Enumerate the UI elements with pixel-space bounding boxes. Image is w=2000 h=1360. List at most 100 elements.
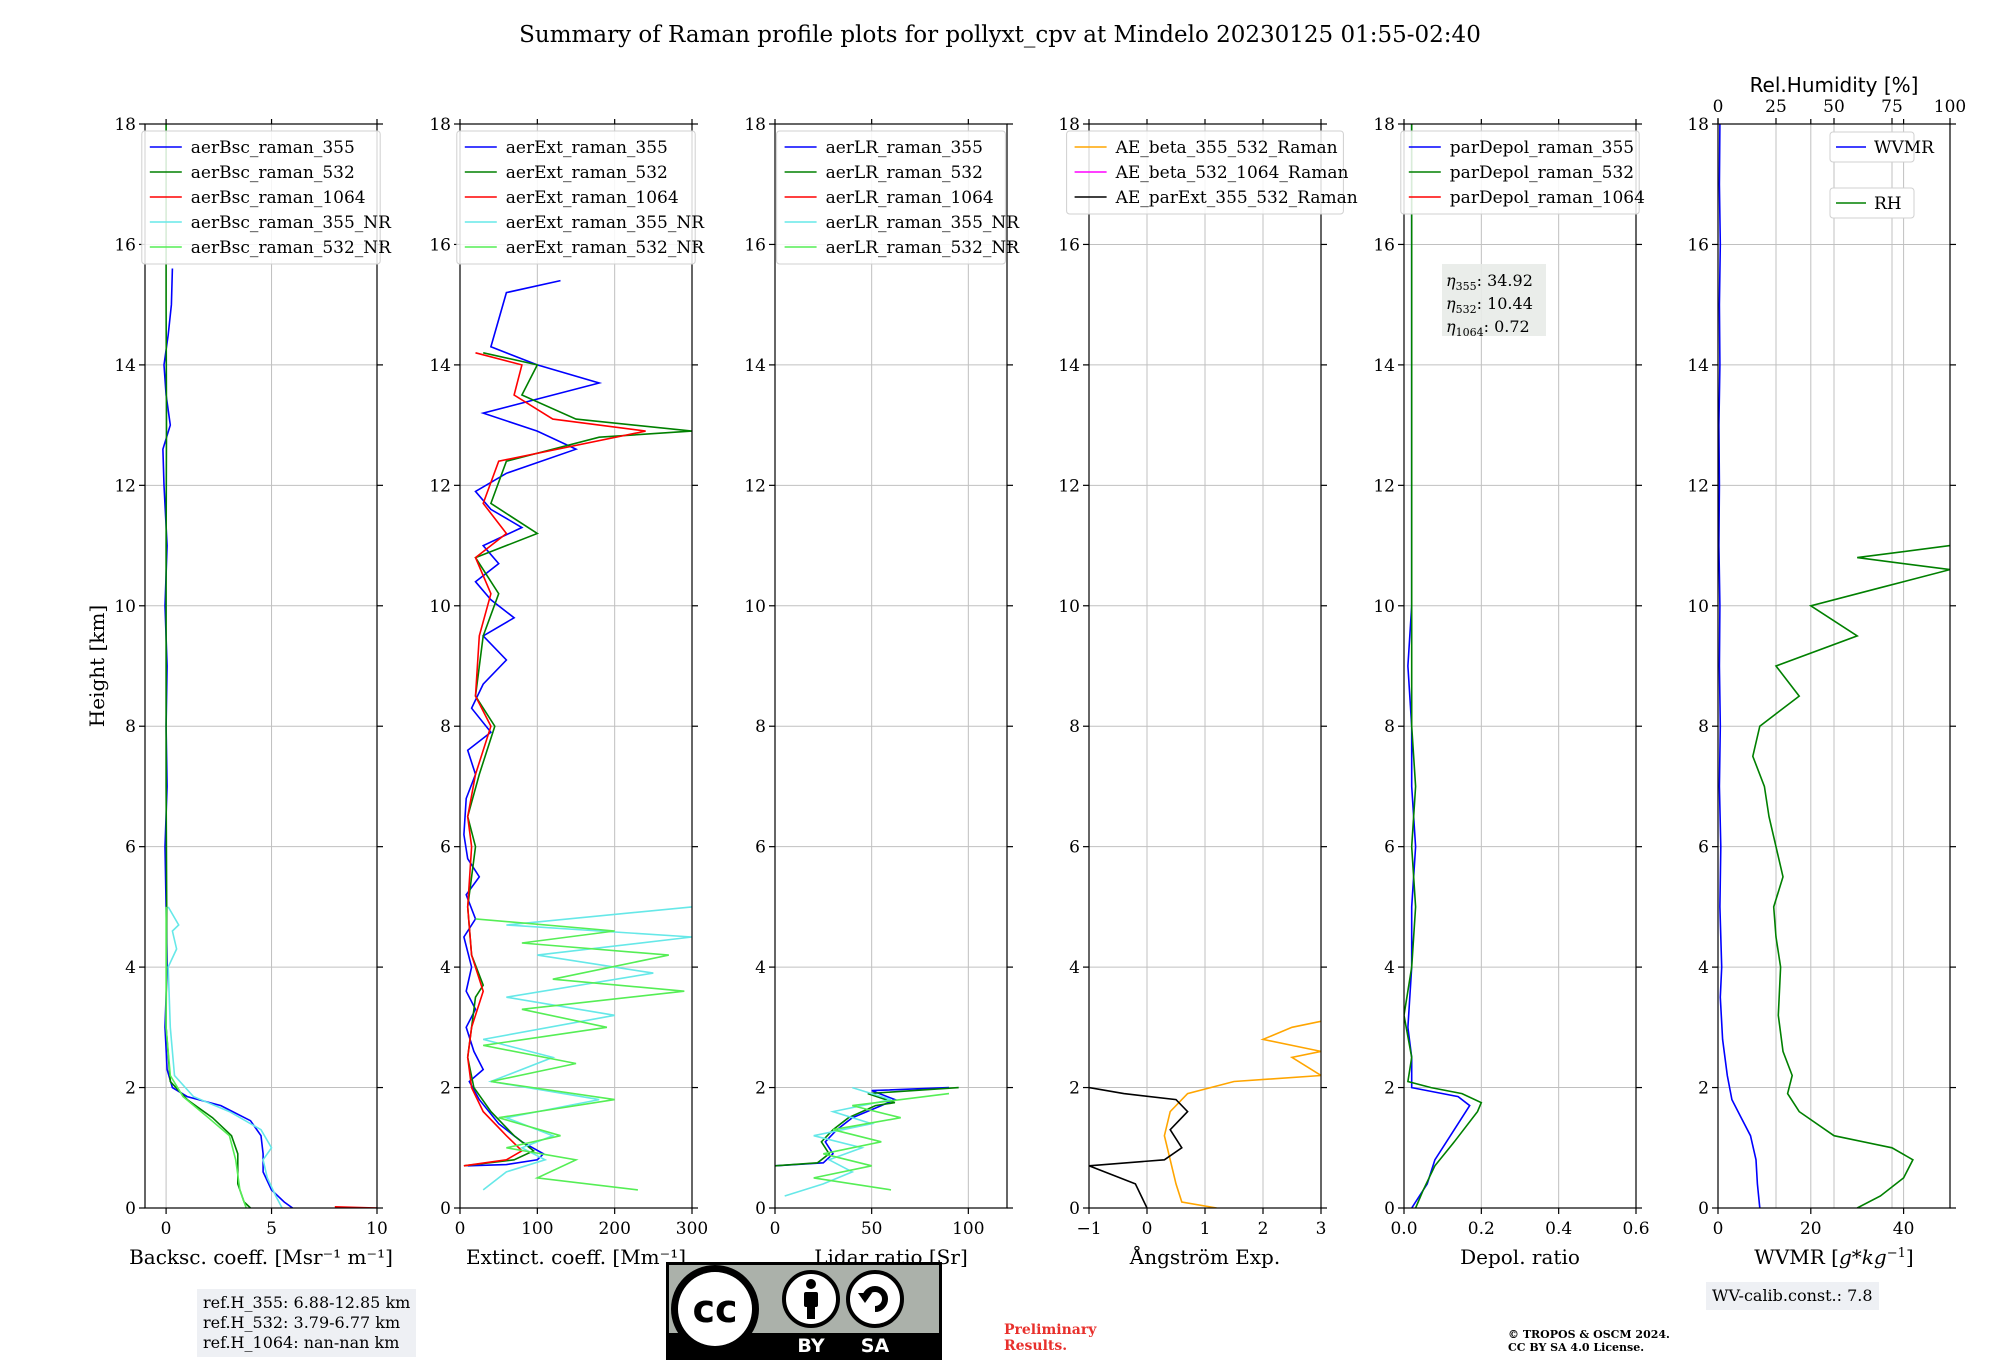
ref-height-355: ref.H_355: 6.88-12.85 km (203, 1293, 411, 1312)
x-tick-label: 300 (676, 1219, 708, 1239)
copyright-note: © TROPOS & OSCM 2024. CC BY SA 4.0 Licen… (1508, 1328, 1670, 1354)
sa-label: SA (861, 1335, 890, 1357)
x-tick-label: 100 (521, 1219, 553, 1239)
y-tick-label: 16 (1058, 235, 1080, 255)
y-tick-label: 2 (440, 1079, 451, 1099)
legend: aerLR_raman_355 aerLR_raman_532 aerLR_rama… (776, 130, 1021, 265)
reference-height-box: ref.H_355: 6.88-12.85 km ref.H_532: 3.79… (197, 1289, 417, 1357)
legend: AE_beta_355_532_Raman AE_beta_532_1064_Ra… (1066, 130, 1358, 215)
y-tick-label: 6 (1069, 838, 1080, 858)
x-axis-title: Depol. ratio (1460, 1245, 1580, 1269)
y-tick-label: 16 (114, 235, 136, 255)
y-tick-label: 14 (1058, 356, 1080, 376)
x-axis-title: WVMR [g*kg−1] (1754, 1245, 1913, 1269)
legend-label-aerLR_raman_355_NR: aerLR_raman_355_NR (826, 213, 1021, 233)
y-tick-label: 4 (1384, 958, 1395, 978)
legend-box (1400, 130, 1640, 215)
series-line-aerLR_raman_532_NR (813, 1092, 950, 1191)
eta-value: η355: 34.92 (1446, 271, 1533, 293)
y-tick-label: 10 (429, 597, 451, 617)
legend-label-AE_beta_355_532_Raman: AE_beta_355_532_Raman (1115, 138, 1338, 158)
y-tick-label: 12 (114, 476, 136, 496)
legend: parDepol_raman_355 parDepol_raman_532 parD… (1400, 130, 1645, 215)
legend-label-aerExt_raman_532: aerExt_raman_532 (506, 163, 668, 183)
x-tick-label: 0 (1713, 1219, 1724, 1239)
y-tick-label: 10 (1373, 597, 1395, 617)
y-tick-label: 14 (429, 356, 451, 376)
y-tick-label: 18 (429, 115, 451, 135)
y-tick-label: 8 (125, 717, 136, 737)
series-group (1404, 124, 1483, 1208)
legend-label-parDepol_raman_532: parDepol_raman_532 (1450, 163, 1634, 183)
y-tick-label: 2 (1069, 1079, 1080, 1099)
y-tick-label: 0 (125, 1199, 136, 1219)
y-tick-label: 16 (1687, 235, 1709, 255)
y-tick-label: 12 (744, 476, 766, 496)
y-tick-label: 14 (114, 356, 136, 376)
y-tick-label: 10 (114, 597, 136, 617)
ref-height-1064: ref.H_1064: nan-nan km (203, 1333, 400, 1352)
series-line-aerBsc_raman_532 (165, 124, 252, 1208)
y-tick-label: 18 (114, 115, 136, 135)
series-line-RH (1751, 544, 1950, 1208)
ref-height-532: ref.H_532: 3.79-6.77 km (203, 1313, 401, 1332)
series-group (463, 279, 692, 1191)
legend-label-aerLR_raman_532: aerLR_raman_532 (826, 163, 983, 183)
y-tick-label: 8 (440, 717, 451, 737)
x-tick-label: 0 (770, 1219, 781, 1239)
eta-box (1442, 264, 1546, 336)
y-tick-label: 2 (125, 1079, 136, 1099)
series-line-aerExt_raman_355_NR (482, 906, 692, 1191)
y-tick-label: 8 (1069, 717, 1080, 737)
top-tick-label: 25 (1765, 97, 1787, 117)
y-tick-label: 12 (1687, 476, 1709, 496)
y-tick-label: 4 (755, 958, 766, 978)
y-tick-label: 0 (1069, 1199, 1080, 1219)
y-tick-label: 10 (1058, 597, 1080, 617)
plot-frame (1403, 123, 1637, 1209)
x-tick-label: 20 (1800, 1219, 1822, 1239)
x-tick-label: 3 (1316, 1219, 1327, 1239)
legend: aerBsc_raman_355 aerBsc_raman_532 aerBsc_r… (141, 130, 392, 265)
copyright-line-2: CC BY SA 4.0 License. (1508, 1341, 1645, 1354)
x-tick-label: 0.4 (1545, 1219, 1572, 1239)
series-line-aerLR_raman_532 (775, 1086, 959, 1167)
y-tick-label: 14 (1373, 356, 1395, 376)
y-tick-label: 6 (440, 838, 451, 858)
y-tick-label: 10 (1687, 597, 1709, 617)
y-tick-label: 16 (429, 235, 451, 255)
x-axis-title: Ångström Exp. (1129, 1244, 1280, 1269)
y-tick-label: 8 (1384, 717, 1395, 737)
legend-label-aerBsc_raman_355_NR: aerBsc_raman_355_NR (191, 213, 392, 233)
x-axis-title: Backsc. coeff. [Msr⁻¹ m⁻¹] (129, 1245, 393, 1269)
y-tick-label: 6 (125, 838, 136, 858)
y-tick-label: 4 (440, 958, 451, 978)
cc-by-sa-badge: cc BY SA (666, 1262, 942, 1360)
x-tick-label: 100 (952, 1219, 984, 1239)
plot-frame (459, 123, 693, 1209)
y-tick-label: 4 (1698, 958, 1709, 978)
x-tick-label: 0.2 (1468, 1219, 1495, 1239)
x-tick-label: 0 (161, 1219, 172, 1239)
legend-label-parDepol_raman_1064: parDepol_raman_1064 (1450, 188, 1645, 208)
y-tick-label: 0 (755, 1199, 766, 1219)
x-tick-label: −1 (1076, 1219, 1101, 1239)
series-group (1718, 124, 1950, 1208)
series-line-aerExt_raman_1064 (463, 352, 646, 1167)
preliminary-line-2: Results. (1004, 1338, 1068, 1354)
series-line-aerBsc_raman_532_NR (165, 906, 247, 1208)
y-tick-label: 16 (744, 235, 766, 255)
figure-title: Summary of Raman profile plots for polly… (519, 22, 1481, 48)
y-tick-label: 14 (744, 356, 766, 376)
legend-label-aerBsc_raman_532: aerBsc_raman_532 (191, 163, 355, 183)
legend-box (141, 130, 381, 265)
y-tick-label: 6 (1384, 838, 1395, 858)
y-tick-label: 18 (1687, 115, 1709, 135)
legend-label-aerExt_raman_1064: aerExt_raman_1064 (506, 188, 679, 208)
legend-label-aerLR_raman_532_NR: aerLR_raman_532_NR (826, 238, 1021, 258)
svg-text:cc: cc (692, 1287, 737, 1331)
legend-label-aerExt_raman_532_NR: aerExt_raman_532_NR (506, 238, 705, 258)
panel-5: 0.0 0.2 0.4 0.6 0 2 4 6 8 10 12 14 16 18 Depol. ratio p… (1373, 115, 1649, 1269)
